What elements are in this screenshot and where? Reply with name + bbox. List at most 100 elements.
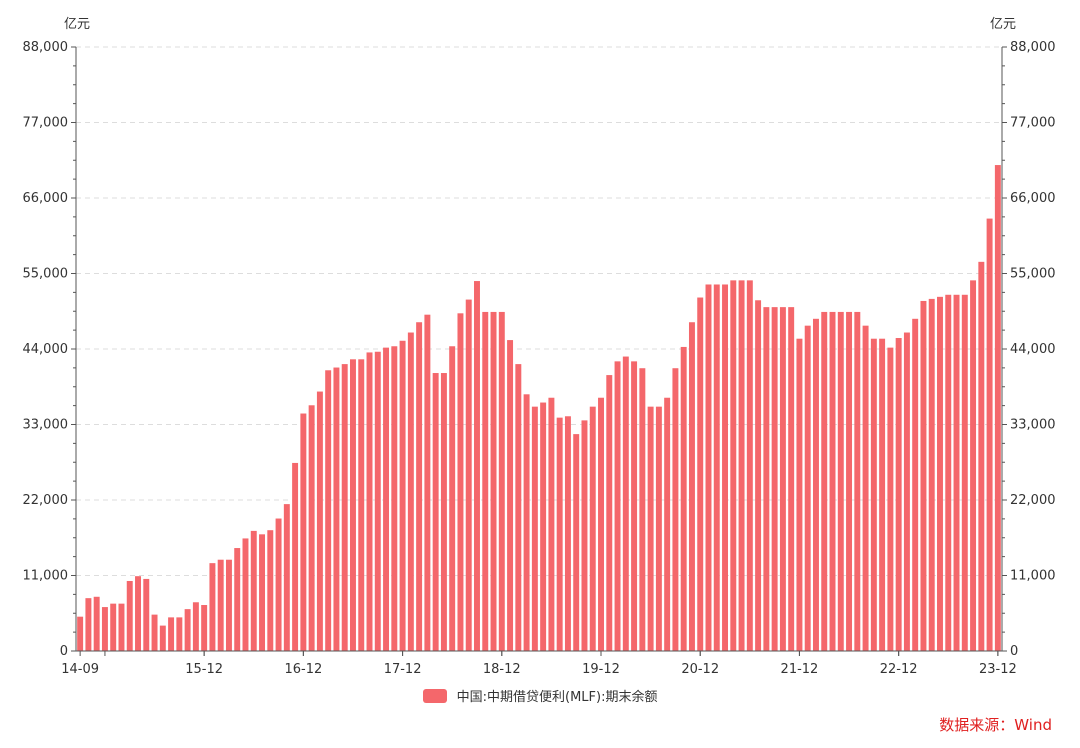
- bar: [399, 340, 406, 651]
- bar: [920, 300, 927, 651]
- bar: [176, 617, 183, 651]
- right-y-tick-label: 77,000: [1010, 116, 1056, 131]
- bar: [978, 261, 985, 651]
- right-y-tick-label: 66,000: [1010, 191, 1056, 206]
- left-y-tick-label: 66,000: [23, 191, 69, 206]
- bar: [465, 299, 472, 651]
- bar: [292, 462, 299, 651]
- bar: [945, 294, 952, 651]
- left-y-tick-label: 44,000: [23, 342, 69, 357]
- bar: [664, 397, 671, 651]
- left-y-tick-label: 88,000: [23, 40, 69, 55]
- x-tick-label: 21-12: [781, 662, 819, 677]
- bar: [672, 368, 679, 651]
- bar: [432, 373, 439, 651]
- bar: [937, 296, 943, 651]
- bar: [283, 504, 290, 651]
- left-y-ticks: 0 11,000 22,000 33,000 44,000 55,000 66,000 77,…: [23, 40, 76, 659]
- legend[interactable]: 中国:中期借贷便利(MLF):期末余额: [0, 686, 1080, 705]
- bar: [738, 280, 745, 651]
- legend-label: 中国:中期借贷便利(MLF):期末余额: [456, 690, 658, 705]
- bar: [201, 605, 208, 651]
- left-y-tick-label: 11,000: [23, 569, 69, 584]
- bar: [474, 281, 480, 651]
- bar: [697, 297, 704, 651]
- bar: [887, 347, 894, 651]
- bar: [821, 311, 828, 651]
- bar: [829, 311, 836, 651]
- bar: [970, 280, 977, 651]
- bar: [234, 548, 241, 651]
- bar: [771, 307, 778, 651]
- bar: [407, 332, 414, 651]
- bar: [217, 559, 224, 651]
- bar: [316, 391, 323, 651]
- bar: [159, 625, 166, 651]
- grid-lines: [76, 46, 1002, 576]
- bar: [300, 413, 307, 651]
- bar: [101, 607, 108, 651]
- bar: [135, 576, 141, 651]
- bar: [349, 359, 356, 651]
- right-y-ticks: 0 11,000 22,000 33,000 44,000 55,000 66,000 77,…: [1002, 40, 1056, 659]
- bar: [680, 346, 687, 651]
- right-y-tick-label: 88,000: [1010, 40, 1056, 55]
- bar: [655, 406, 662, 651]
- bar: [647, 406, 654, 651]
- bar: [804, 325, 811, 651]
- bar: [449, 346, 456, 651]
- bar: [515, 364, 522, 651]
- bar: [961, 294, 968, 651]
- bar: [986, 218, 993, 651]
- bar: [994, 165, 1001, 651]
- bar: [457, 313, 464, 651]
- bar: [308, 405, 315, 651]
- bar: [540, 402, 547, 651]
- bar: [151, 614, 158, 651]
- bar: [688, 322, 695, 651]
- bar: [548, 397, 555, 651]
- bar: [854, 311, 861, 651]
- bar: [242, 538, 249, 651]
- right-y-tick-label: 11,000: [1010, 569, 1056, 584]
- right-y-tick-label: 55,000: [1010, 267, 1056, 282]
- x-tick-label: 19-12: [582, 662, 620, 677]
- bar: [143, 578, 150, 651]
- bar: [440, 373, 447, 651]
- left-y-tick-label: 55,000: [23, 267, 69, 282]
- bar: [614, 361, 621, 651]
- data-source: 数据来源：Wind: [939, 716, 1052, 734]
- bar: [722, 284, 729, 651]
- bar: [895, 338, 902, 651]
- left-y-tick-label: 22,000: [23, 493, 69, 508]
- left-y-tick-label: 0: [60, 644, 68, 659]
- bar: [490, 311, 497, 651]
- bar: [523, 394, 530, 651]
- bar: [606, 375, 613, 651]
- bar: [779, 307, 786, 651]
- right-y-unit: 亿元: [990, 17, 1016, 32]
- bar: [631, 361, 638, 651]
- bar: [275, 518, 282, 651]
- x-tick-label: 20-12: [681, 662, 719, 677]
- bar: [846, 311, 853, 651]
- bar: [788, 307, 795, 651]
- bar: [862, 325, 869, 651]
- bar: [184, 609, 191, 651]
- bar: [126, 580, 133, 651]
- x-tick-label: 23-12: [979, 662, 1017, 677]
- bar: [837, 311, 844, 651]
- left-y-tick-label: 33,000: [23, 418, 69, 433]
- bar: [358, 359, 365, 651]
- bar: [267, 530, 274, 651]
- bar: [85, 598, 92, 651]
- bar: [325, 370, 332, 651]
- right-y-tick-label: 22,000: [1010, 493, 1056, 508]
- bar: [118, 603, 125, 651]
- bar: [639, 368, 646, 651]
- bar: [416, 322, 423, 651]
- bar: [482, 311, 489, 651]
- bar: [879, 338, 886, 651]
- bar: [225, 559, 232, 651]
- x-tick-label: 18-12: [483, 662, 521, 677]
